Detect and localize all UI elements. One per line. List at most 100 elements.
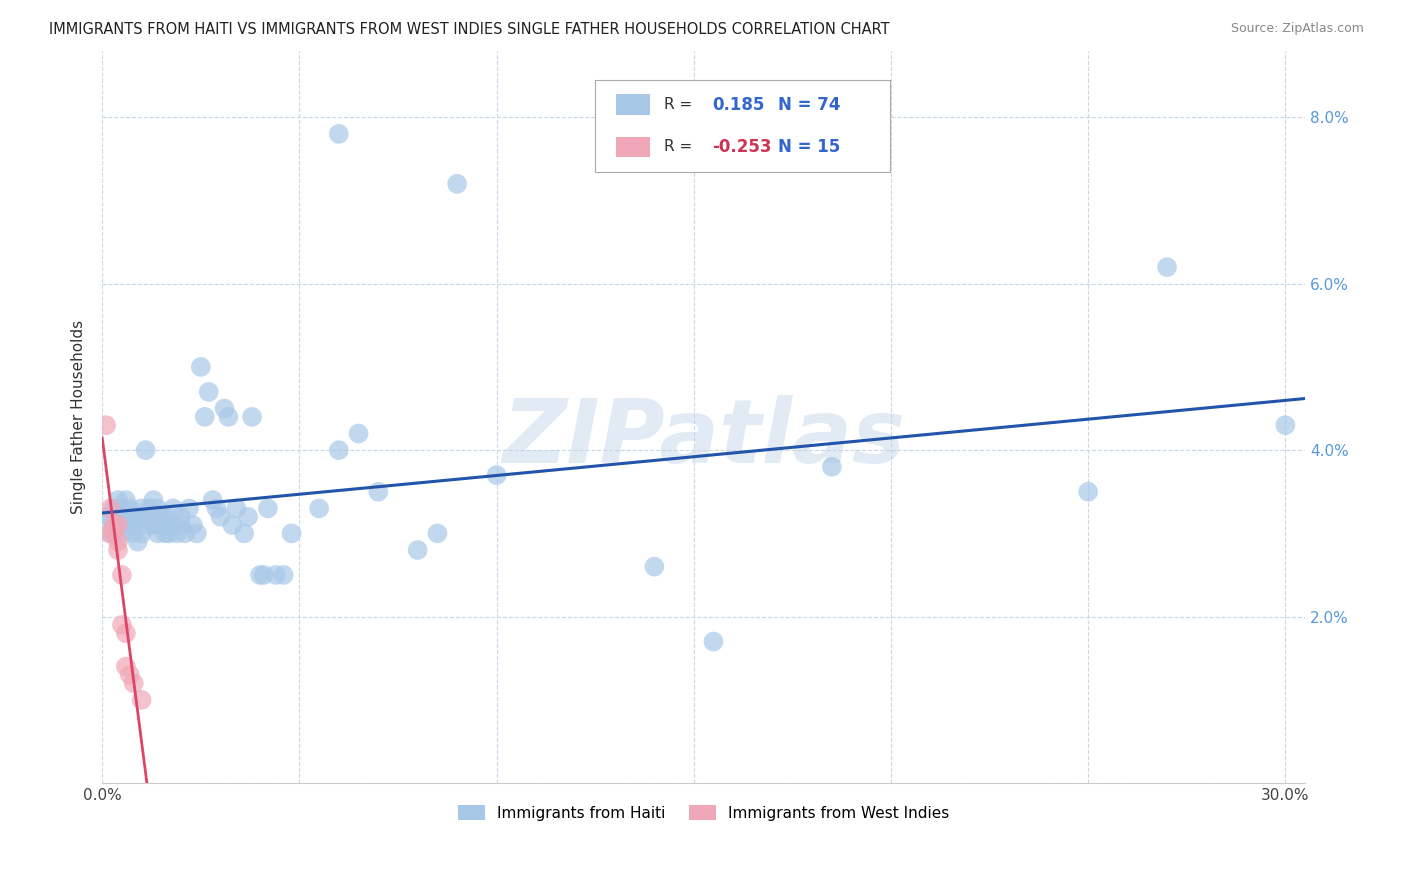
Point — [103, 518, 125, 533]
Point — [107, 543, 129, 558]
Point — [273, 568, 295, 582]
Point — [111, 501, 134, 516]
Point — [328, 443, 350, 458]
Point — [702, 634, 724, 648]
Point — [111, 618, 134, 632]
Text: 0.185: 0.185 — [711, 95, 765, 113]
Point — [150, 518, 173, 533]
Point — [96, 509, 118, 524]
Point — [96, 418, 118, 433]
Text: Source: ZipAtlas.com: Source: ZipAtlas.com — [1230, 22, 1364, 36]
Point — [115, 626, 138, 640]
Point — [98, 501, 121, 516]
Point — [1274, 418, 1296, 433]
Point — [142, 518, 165, 533]
Point — [205, 501, 228, 516]
Point — [209, 509, 232, 524]
Point — [264, 568, 287, 582]
Point — [135, 509, 157, 524]
Point — [170, 518, 193, 533]
Point — [107, 509, 129, 524]
Point — [225, 501, 247, 516]
Point — [1156, 260, 1178, 274]
Point — [186, 526, 208, 541]
Point — [103, 501, 125, 516]
Point — [162, 501, 184, 516]
Point — [170, 509, 193, 524]
Point — [115, 493, 138, 508]
Point — [127, 534, 149, 549]
Point — [118, 668, 141, 682]
Point — [115, 659, 138, 673]
Point — [174, 526, 197, 541]
Point — [485, 468, 508, 483]
Point — [103, 526, 125, 541]
Point — [162, 518, 184, 533]
Point — [1077, 484, 1099, 499]
Point — [233, 526, 256, 541]
Point — [98, 526, 121, 541]
Point — [221, 518, 243, 533]
Point — [111, 568, 134, 582]
Point — [347, 426, 370, 441]
Point — [257, 501, 280, 516]
Point — [201, 493, 224, 508]
FancyBboxPatch shape — [616, 136, 650, 157]
Point — [150, 509, 173, 524]
FancyBboxPatch shape — [616, 95, 650, 115]
Point — [181, 518, 204, 533]
Text: N = 15: N = 15 — [779, 137, 841, 156]
Point — [107, 518, 129, 533]
Point — [155, 526, 177, 541]
Point — [166, 526, 188, 541]
Point — [98, 526, 121, 541]
Legend: Immigrants from Haiti, Immigrants from West Indies: Immigrants from Haiti, Immigrants from W… — [451, 798, 956, 827]
Point — [214, 401, 236, 416]
Point — [367, 484, 389, 499]
Point — [308, 501, 330, 516]
Point — [157, 526, 180, 541]
Point — [217, 409, 239, 424]
Point — [406, 543, 429, 558]
Point — [118, 518, 141, 533]
Point — [426, 526, 449, 541]
Text: R =: R = — [664, 139, 697, 154]
Text: N = 74: N = 74 — [779, 95, 841, 113]
Y-axis label: Single Father Households: Single Father Households — [72, 320, 86, 514]
Text: -0.253: -0.253 — [711, 137, 772, 156]
Point — [138, 501, 160, 516]
Point — [177, 501, 200, 516]
Point — [253, 568, 276, 582]
Point — [111, 526, 134, 541]
Text: IMMIGRANTS FROM HAITI VS IMMIGRANTS FROM WEST INDIES SINGLE FATHER HOUSEHOLDS CO: IMMIGRANTS FROM HAITI VS IMMIGRANTS FROM… — [49, 22, 890, 37]
Point — [131, 693, 153, 707]
Point — [280, 526, 302, 541]
Point — [122, 676, 145, 690]
Point — [127, 509, 149, 524]
Point — [115, 509, 138, 524]
Point — [131, 526, 153, 541]
Point — [122, 518, 145, 533]
Point — [103, 518, 125, 533]
Point — [111, 518, 134, 533]
FancyBboxPatch shape — [595, 80, 890, 171]
Text: R =: R = — [664, 97, 697, 112]
Point — [135, 443, 157, 458]
Point — [131, 501, 153, 516]
Point — [194, 409, 217, 424]
Point — [118, 501, 141, 516]
Point — [146, 501, 169, 516]
Point — [446, 177, 468, 191]
Point — [328, 127, 350, 141]
Point — [157, 518, 180, 533]
Point — [249, 568, 271, 582]
Point — [190, 359, 212, 374]
Point — [643, 559, 665, 574]
Point — [236, 509, 259, 524]
Point — [155, 509, 177, 524]
Point — [142, 493, 165, 508]
Point — [146, 526, 169, 541]
Point — [107, 534, 129, 549]
Point — [197, 384, 219, 399]
Point — [821, 459, 844, 474]
